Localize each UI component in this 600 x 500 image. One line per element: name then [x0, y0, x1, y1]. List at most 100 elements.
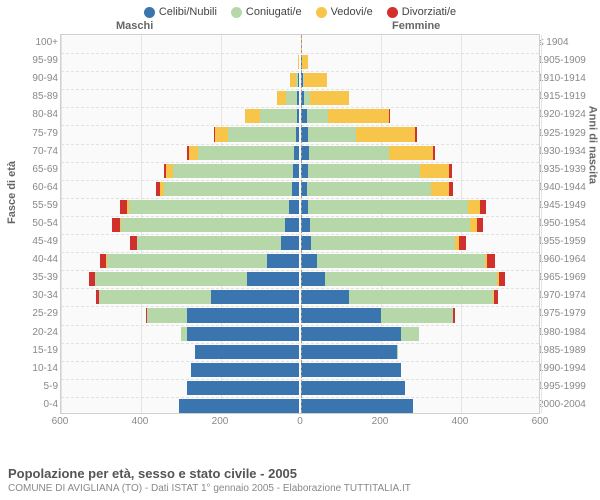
pyramid-row [61, 397, 539, 415]
birth-label: 1905-1909 [538, 56, 596, 66]
bar-segment [129, 200, 289, 214]
x-labels: 6004002000200400600 [60, 416, 540, 430]
birth-label: 1970-1974 [538, 291, 596, 301]
pyramid-row [61, 234, 539, 252]
bar-segment [301, 254, 317, 268]
birth-label: 1985-1989 [538, 346, 596, 356]
bar-segment [420, 164, 449, 178]
bar-segment [137, 236, 281, 250]
plot [60, 34, 540, 414]
female-bar [301, 254, 495, 268]
pyramid-row [61, 379, 539, 397]
age-label: 45-49 [22, 237, 58, 247]
female-bar [301, 73, 327, 87]
footer-title: Popolazione per età, sesso e stato civil… [8, 466, 411, 481]
male-bar [290, 73, 299, 87]
age-label: 100+ [22, 38, 58, 48]
age-label: 25-29 [22, 309, 58, 319]
x-tick-label: 400 [132, 416, 149, 427]
female-bar [301, 55, 308, 69]
female-bar [301, 381, 405, 395]
pyramid-row [61, 125, 539, 143]
age-label: 15-19 [22, 346, 58, 356]
male-bar [156, 182, 299, 196]
bar-segment [281, 236, 299, 250]
pyramid-row [61, 35, 539, 53]
female-bar [301, 272, 505, 286]
footer-sub: COMUNE DI AVIGLIANA (TO) - Dati ISTAT 1°… [8, 483, 411, 494]
x-tick-label: 600 [52, 416, 69, 427]
gridline [541, 35, 542, 413]
bar-segment [277, 91, 286, 105]
bar-segment [187, 308, 299, 322]
age-label: 35-39 [22, 273, 58, 283]
pyramid-row [61, 53, 539, 71]
bar-segment [267, 254, 299, 268]
male-bar [130, 236, 299, 250]
bar-segment [301, 327, 401, 341]
bar-segment [307, 109, 329, 123]
bar-segment [297, 109, 299, 123]
bar-segment [187, 327, 299, 341]
age-label: 30-34 [22, 291, 58, 301]
bar-segment [191, 363, 299, 377]
male-bar [187, 381, 299, 395]
female-bar [301, 164, 452, 178]
bar-segment [285, 218, 299, 232]
bar-segment [121, 218, 285, 232]
pyramid-row [61, 361, 539, 379]
label-femmine: Femmine [392, 20, 440, 32]
legend-item: Vedovi/e [316, 6, 373, 18]
bar-segment [325, 272, 497, 286]
male-bar [191, 363, 299, 377]
bar-segment [304, 73, 327, 87]
bar-segment [215, 127, 228, 141]
bar-segment [349, 290, 493, 304]
footer: Popolazione per età, sesso e stato civil… [8, 466, 411, 494]
bar-segment [459, 236, 465, 250]
bar-segment [298, 55, 299, 69]
birth-label: 1920-1924 [538, 110, 596, 120]
bar-segment [415, 127, 417, 141]
pyramid-row [61, 144, 539, 162]
male-bar [164, 164, 299, 178]
bar-segment [301, 363, 401, 377]
age-label: 10-14 [22, 364, 58, 374]
age-label: 5-9 [22, 382, 58, 392]
pyramid-row [61, 198, 539, 216]
legend: Celibi/NubiliConiugati/eVedovi/eDivorzia… [0, 0, 600, 20]
bar-segment [499, 272, 505, 286]
bar-segment [301, 127, 308, 141]
birth-label: 1935-1939 [538, 165, 596, 175]
x-tick-label: 200 [372, 416, 389, 427]
male-bar [277, 91, 299, 105]
birth-label: 1960-1964 [538, 255, 596, 265]
bar-segment [120, 200, 127, 214]
male-bar [298, 55, 299, 69]
bar-segment [301, 236, 311, 250]
birth-label: 1950-1954 [538, 219, 596, 229]
bar-segment [286, 91, 297, 105]
pyramid-row [61, 162, 539, 180]
female-bar [301, 363, 401, 377]
legend-swatch [231, 7, 242, 18]
pyramid-row [61, 306, 539, 324]
bar-segment [468, 200, 480, 214]
female-bar [301, 218, 483, 232]
y-left-title: Fasce di età [6, 161, 18, 224]
birth-label: 1930-1934 [538, 147, 596, 157]
male-bar [89, 272, 299, 286]
y-left-labels: 100+95-9990-9485-8980-8475-7970-7465-696… [22, 34, 58, 414]
bar-segment [228, 127, 296, 141]
age-label: 20-24 [22, 328, 58, 338]
top-labels: Maschi Femmine [0, 20, 600, 34]
legend-label: Divorziati/e [402, 6, 456, 18]
female-bar [301, 127, 417, 141]
pyramid-row [61, 107, 539, 125]
bar-segment [189, 146, 199, 160]
x-tick-label: 600 [532, 416, 549, 427]
bar-segment [296, 127, 299, 141]
female-bar [301, 290, 498, 304]
birth-label: 1990-1994 [538, 364, 596, 374]
bar-segment [95, 272, 247, 286]
